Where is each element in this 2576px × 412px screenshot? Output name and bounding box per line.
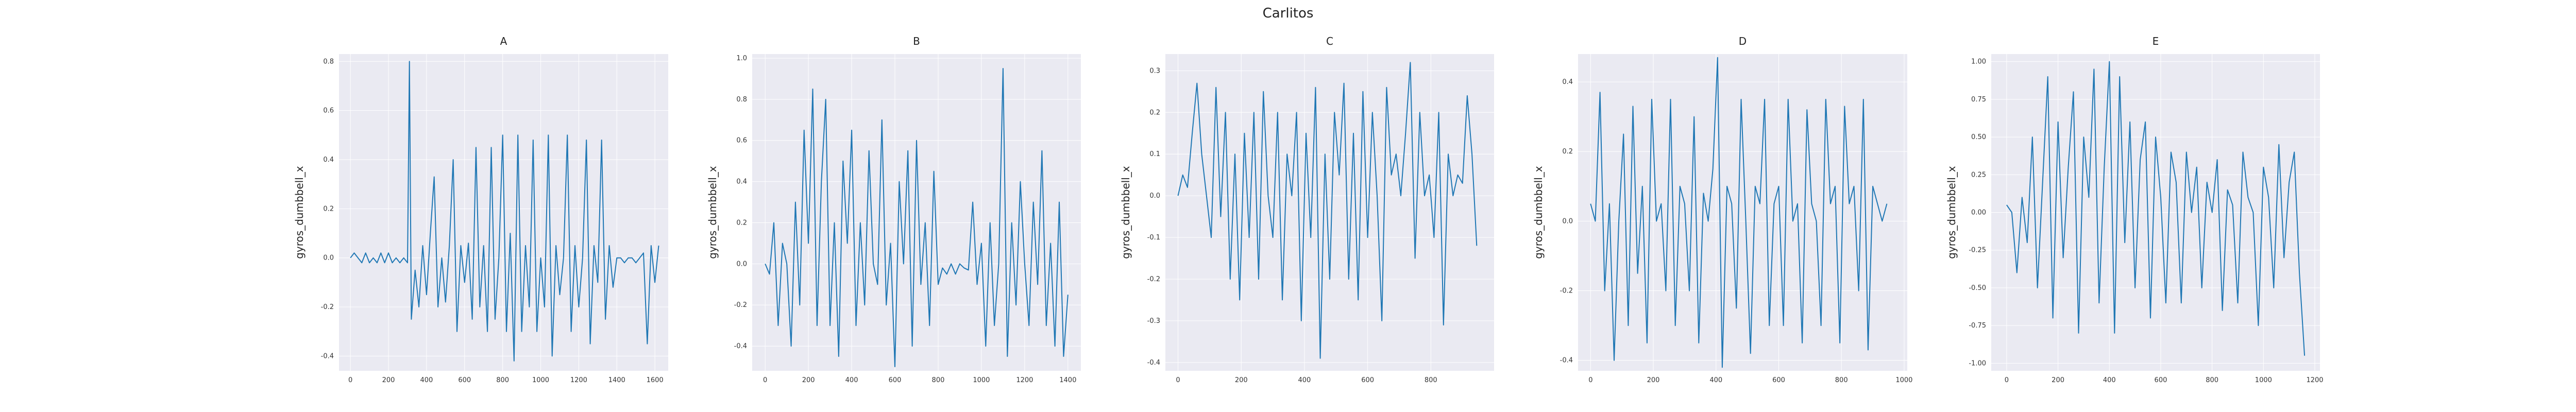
- x-tick-label: 600: [889, 376, 902, 384]
- y-tick-label: 0.3: [1149, 67, 1160, 75]
- x-tick-label: 400: [845, 376, 858, 384]
- series-line: [1590, 57, 1888, 368]
- y-tick-label: 0.2: [1562, 148, 1573, 156]
- y-tick-label: 0.1: [1149, 150, 1160, 158]
- y-tick-label: 0.25: [1971, 171, 1986, 179]
- x-tick-label: 1000: [532, 376, 549, 384]
- x-tick-label: 0: [763, 376, 767, 384]
- y-tick-label: 0.2: [736, 219, 747, 227]
- x-tick-label: 200: [2052, 376, 2064, 384]
- x-tick-label: 200: [382, 376, 395, 384]
- y-tick-label: -0.50: [1969, 284, 1986, 292]
- y-tick-label: -0.4: [1147, 359, 1160, 367]
- y-tick-label: 0.4: [323, 156, 334, 164]
- x-tick-label: 800: [932, 376, 945, 384]
- y-tick-label: 0.0: [1149, 192, 1160, 200]
- x-tick-label: 1400: [608, 376, 625, 384]
- x-tick-label: 200: [802, 376, 815, 384]
- x-tick-label: 0: [2005, 376, 2009, 384]
- panel-C: 0 200 400 600 800 -0.4 -0.3 -0.2 -0.1 0.0 0.1 0.2 0.…: [1120, 35, 1494, 384]
- y-tick-label: -0.1: [1147, 234, 1160, 242]
- y-tick-label: -0.4: [321, 352, 334, 360]
- y-tick-label: 0.0: [736, 260, 747, 268]
- x-tick-label: 1200: [1016, 376, 1033, 384]
- y-tick-label: 0.75: [1971, 96, 1986, 104]
- y-tick-label: 0.0: [1562, 217, 1573, 225]
- series-line: [2006, 61, 2306, 356]
- x-tick-label: 1600: [647, 376, 664, 384]
- x-tick-label: 0: [1588, 376, 1592, 384]
- x-tick-label: 800: [496, 376, 509, 384]
- figure-title: Carlitos: [1263, 6, 1314, 21]
- y-axis-label: gyros_dumbbell_x: [293, 166, 306, 259]
- y-tick-label: 0.0: [323, 254, 334, 262]
- series-line: [350, 61, 659, 362]
- panel-title: A: [500, 35, 507, 47]
- y-tick-label: -0.4: [1560, 357, 1573, 365]
- x-tick-label: 600: [1361, 376, 1374, 384]
- y-tick-label: 0.4: [736, 178, 747, 186]
- y-tick-label: 0.8: [736, 96, 747, 104]
- panel-title: C: [1326, 35, 1333, 47]
- x-tick-label: 1200: [570, 376, 587, 384]
- x-tick-label: 400: [1298, 376, 1311, 384]
- y-tick-label: -0.3: [1147, 317, 1160, 325]
- x-tick-label: 0: [1176, 376, 1180, 384]
- plot-area: [339, 54, 668, 371]
- panel-title: B: [913, 35, 920, 47]
- y-axis-label: gyros_dumbbell_x: [1120, 166, 1132, 259]
- y-tick-label: -0.2: [321, 303, 334, 311]
- panel-E: 0 200 400 600 800 1000 1200 -1.00 -0.75 -0.50 -0.2…: [1945, 35, 2324, 384]
- x-tick-label: 200: [1647, 376, 1660, 384]
- y-tick-label: -0.2: [1560, 287, 1573, 295]
- y-tick-label: 0.6: [323, 107, 334, 115]
- x-tick-label: 200: [1235, 376, 1248, 384]
- y-tick-label: -0.75: [1969, 322, 1986, 330]
- series-line: [1177, 62, 1478, 359]
- x-tick-label: 400: [2103, 376, 2116, 384]
- x-tick-label: 800: [2206, 376, 2218, 384]
- x-tick-label: 1000: [1895, 376, 1912, 384]
- y-tick-label: -0.2: [1147, 276, 1160, 283]
- x-tick-label: 600: [1772, 376, 1785, 384]
- x-tick-label: 1000: [2255, 376, 2272, 384]
- series-line: [765, 68, 1069, 367]
- x-tick-label: 1000: [973, 376, 990, 384]
- x-tick-label: 0: [348, 376, 352, 384]
- y-tick-label: 0.6: [736, 137, 747, 145]
- y-tick-label: 0.50: [1971, 133, 1986, 141]
- y-tick-label: 0.2: [1149, 109, 1160, 116]
- y-tick-label: 0.00: [1971, 209, 1986, 217]
- panel-B: 0 200 400 600 800 1000 1200 1400 -0.4 -0.2 0.0 0.2 0…: [706, 35, 1081, 384]
- x-tick-label: 600: [2155, 376, 2167, 384]
- y-tick-label: -0.2: [734, 301, 747, 309]
- x-tick-label: 1200: [2306, 376, 2323, 384]
- y-tick-label: 0.8: [323, 58, 334, 65]
- y-tick-label: 1.00: [1971, 58, 1986, 66]
- y-tick-label: -0.25: [1969, 247, 1986, 254]
- y-tick-label: 0.2: [323, 205, 334, 213]
- x-tick-label: 400: [1709, 376, 1722, 384]
- y-tick-label: -0.4: [734, 342, 747, 350]
- y-tick-label: 1.0: [736, 55, 747, 62]
- x-tick-label: 1400: [1059, 376, 1076, 384]
- y-axis-label: gyros_dumbbell_x: [1945, 166, 1958, 259]
- x-tick-label: 600: [458, 376, 471, 384]
- panel-D: 0 200 400 600 800 1000 -0.4 -0.2 0.0 0.2 0.4 Dgyros…: [1532, 35, 1912, 384]
- plot-area: [752, 54, 1081, 371]
- panel-title: D: [1739, 35, 1747, 47]
- x-tick-label: 400: [420, 376, 433, 384]
- plot-area: [1578, 54, 1907, 371]
- plot-area: [1165, 54, 1494, 371]
- y-tick-label: 0.4: [1562, 78, 1573, 86]
- y-tick-label: -1.00: [1969, 359, 1986, 367]
- x-tick-label: 800: [1425, 376, 1437, 384]
- x-tick-label: 800: [1835, 376, 1848, 384]
- panel-title: E: [2153, 35, 2159, 47]
- y-axis-label: gyros_dumbbell_x: [706, 166, 719, 259]
- y-axis-label: gyros_dumbbell_x: [1532, 166, 1545, 259]
- panel-A: 0 200 400 600 800 1000 1200 1400 1600 -0.4 -0.2 0.0…: [293, 35, 668, 384]
